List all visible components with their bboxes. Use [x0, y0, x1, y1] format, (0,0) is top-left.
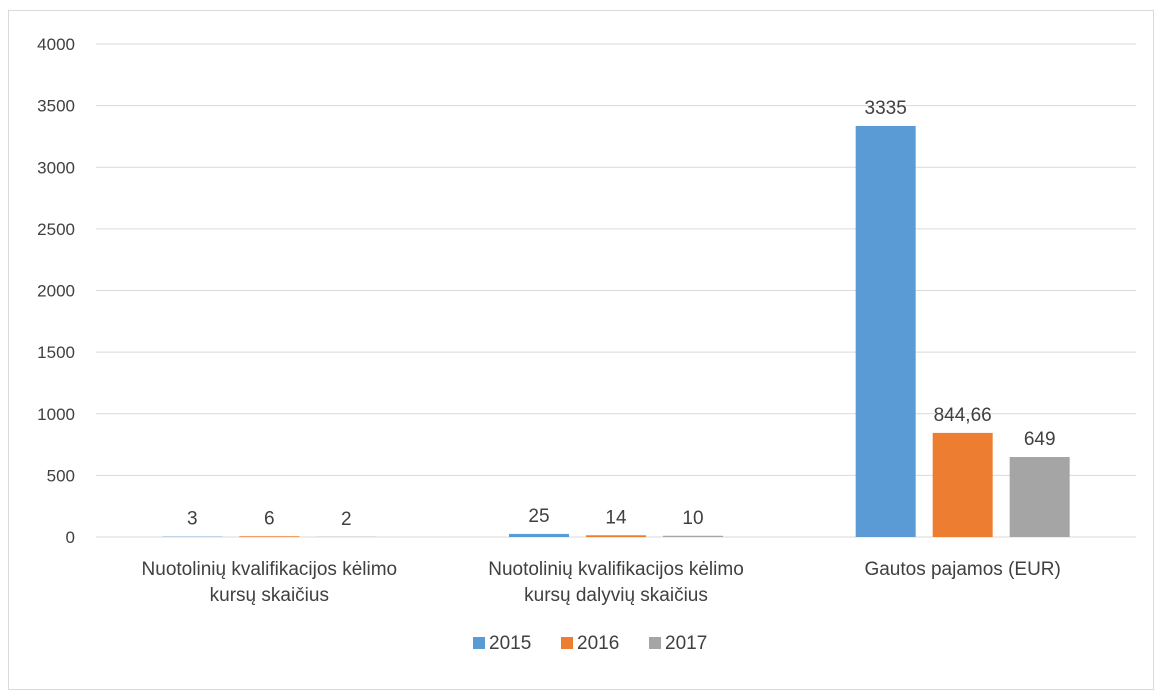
- y-tick-label: 3000: [37, 158, 75, 177]
- data-label: 2: [341, 509, 352, 530]
- data-label: 10: [682, 508, 703, 529]
- bar-2016-cat1: [239, 536, 299, 537]
- bar-chart: 0 500 1000 1500 2000 2500 3000 3500 4000 3 25 3335…: [9, 11, 1154, 681]
- y-tick-label: 0: [66, 528, 75, 547]
- data-label: 844,66: [934, 405, 992, 426]
- y-axis-tick-labels: 0 500 1000 1500 2000 2500 3000 3500 4000: [37, 35, 75, 547]
- bar-2016-cat2: [586, 535, 646, 537]
- bar-2016-cat3: [933, 433, 993, 537]
- legend-label: 2017: [665, 633, 707, 654]
- bar-2015-cat2: [509, 534, 569, 537]
- bar-2017-cat2: [663, 536, 723, 537]
- data-label: 3335: [865, 98, 907, 119]
- data-label: 14: [605, 507, 627, 528]
- category-label: kursų dalyvių skaičius: [524, 585, 708, 606]
- y-tick-label: 1000: [37, 405, 75, 424]
- category-label: Gautos pajamos (EUR): [864, 559, 1060, 580]
- category-label: Nuotolinių kvalifikacijos kėlimo: [142, 559, 398, 580]
- y-tick-label: 1500: [37, 343, 75, 362]
- y-tick-label: 2500: [37, 220, 75, 239]
- bar-2015-cat3: [856, 126, 916, 537]
- legend-label: 2015: [489, 633, 531, 654]
- data-label: 3: [187, 509, 198, 530]
- legend-label: 2016: [577, 633, 619, 654]
- y-tick-label: 500: [47, 466, 75, 485]
- data-label: 25: [528, 506, 549, 527]
- legend-swatch-2015: [473, 637, 485, 649]
- legend-swatch-2017: [649, 637, 661, 649]
- y-tick-label: 2000: [37, 282, 75, 301]
- x-axis-category-labels: Nuotolinių kvalifikacijos kėlimo kursų sk…: [142, 559, 1061, 606]
- category-label: Nuotolinių kvalifikacijos kėlimo: [488, 559, 744, 580]
- chart-frame: 0 500 1000 1500 2000 2500 3000 3500 4000 3 25 3335…: [8, 10, 1154, 690]
- data-label: 6: [264, 508, 275, 529]
- bar-2017-cat3: [1010, 457, 1070, 537]
- y-tick-label: 4000: [37, 35, 75, 54]
- category-label: kursų skaičius: [210, 585, 329, 606]
- y-tick-label: 3500: [37, 97, 75, 116]
- data-label: 649: [1024, 429, 1056, 450]
- data-labels: 3 25 3335 6 14 844,66 2 10 649: [187, 98, 1055, 530]
- legend: 2015 2016 2017: [473, 633, 707, 654]
- legend-swatch-2016: [561, 637, 573, 649]
